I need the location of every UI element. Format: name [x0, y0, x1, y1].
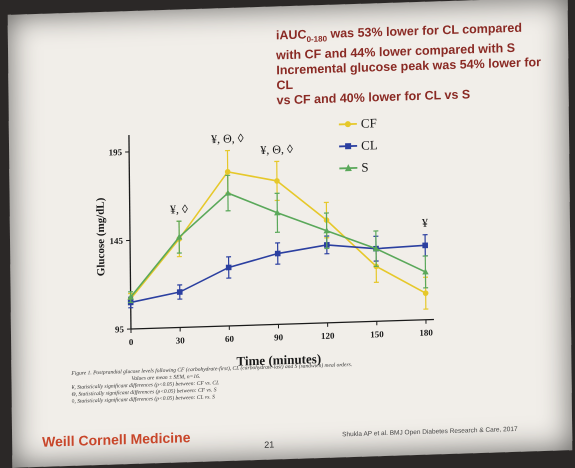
legend-marker — [345, 121, 351, 127]
significance-label: ¥, Θ, ◊ — [211, 131, 244, 146]
legend-marker — [345, 143, 351, 149]
significance-label: ¥ — [422, 216, 428, 230]
x-tick-label: 120 — [321, 331, 335, 341]
slide: iAUC0-180 was 53% lower for CL compared … — [8, 0, 573, 468]
x-tick-label: 150 — [370, 329, 384, 339]
x-tick-label: 0 — [129, 337, 134, 347]
y-tick-label: 195 — [109, 147, 123, 157]
y-tick-label: 95 — [115, 324, 125, 334]
data-point — [226, 265, 232, 271]
x-tick-label: 180 — [419, 328, 433, 338]
data-point — [422, 242, 428, 248]
chart-series — [126, 144, 429, 318]
chart-legend: CF CL S — [339, 115, 378, 175]
legend-label-s: S — [361, 160, 368, 175]
page-number: 21 — [264, 440, 274, 450]
significance-label: ¥, Θ, ◊ — [260, 142, 293, 157]
x-tick-label: 60 — [225, 334, 235, 344]
x-axis-line — [131, 319, 434, 329]
y-tick-label: 145 — [109, 236, 123, 246]
data-point — [177, 289, 183, 295]
x-tick-label: 30 — [176, 335, 186, 345]
data-point — [275, 251, 281, 257]
legend-label-cf: CF — [361, 115, 377, 130]
significance-label: ¥, ◊ — [170, 202, 188, 217]
y-axis-title: Glucose (mg/dL) — [95, 197, 108, 276]
legend-label-cl: CL — [361, 137, 378, 153]
data-point — [423, 290, 429, 296]
x-tick-label: 90 — [274, 332, 284, 342]
